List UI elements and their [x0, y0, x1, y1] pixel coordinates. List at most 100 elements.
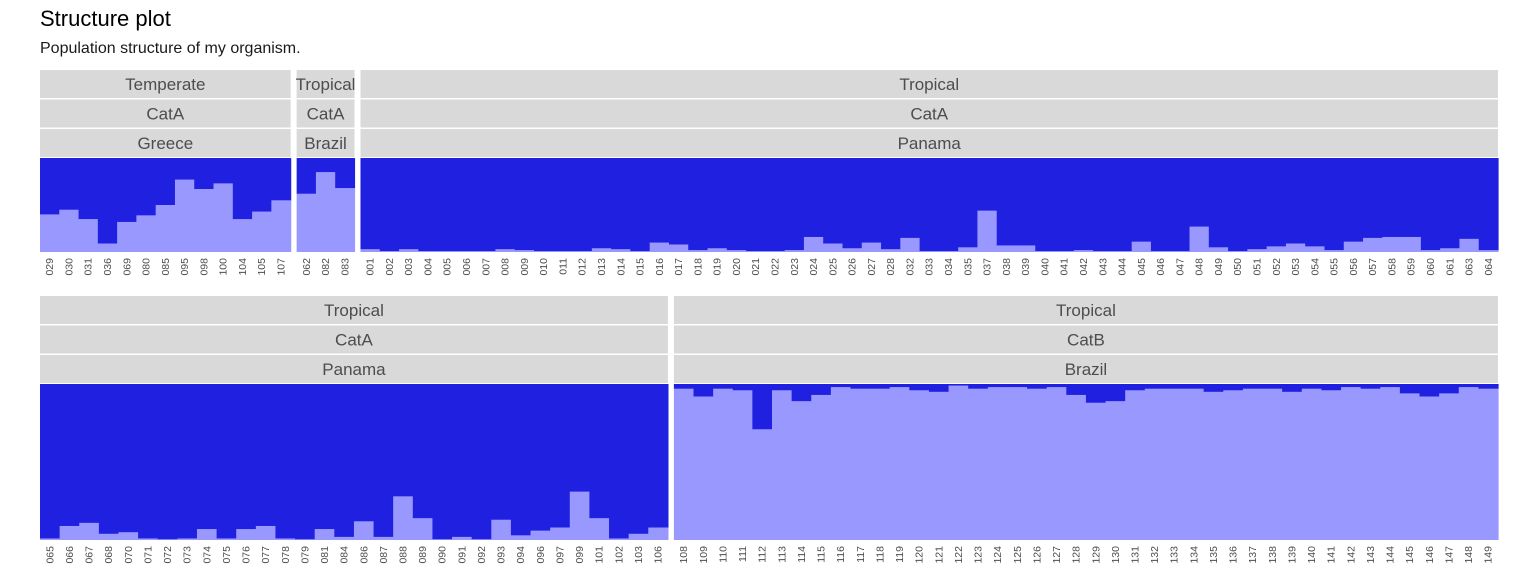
x-tick-label: 089 [417, 546, 429, 564]
bar-cluster-1 [534, 158, 554, 252]
bar-cluster-1 [1285, 158, 1306, 244]
bar-cluster-2 [1208, 247, 1229, 252]
bar-cluster-2 [1085, 402, 1107, 540]
bar-cluster-1 [1112, 158, 1133, 252]
bar-cluster-1 [900, 158, 921, 239]
facet-panel: Tropical CatA Brazil 062 082 083 [296, 70, 355, 276]
x-tick-label: 096 [535, 546, 547, 564]
bar-cluster-1 [823, 158, 844, 244]
bar-cluster-1 [850, 384, 871, 389]
bar-cluster-1 [275, 384, 296, 539]
bar-cluster-1 [1125, 384, 1146, 391]
bar-cluster-2 [1073, 250, 1094, 252]
bar-cluster-1 [746, 158, 766, 252]
bar-cluster-1 [40, 384, 61, 539]
facet-strip [296, 129, 355, 157]
bar-cluster-1 [118, 384, 139, 533]
bar-cluster-2 [1382, 236, 1403, 252]
bar-cluster-1 [909, 384, 930, 391]
x-tick-label: 102 [613, 546, 625, 564]
bar-cluster-1 [1189, 158, 1210, 227]
x-tick-label: 092 [476, 546, 488, 564]
bar-cluster-2 [1035, 251, 1056, 252]
x-tick-label: 015 [635, 258, 647, 276]
bar-cluster-1 [296, 158, 317, 195]
bar-cluster-1 [271, 158, 292, 201]
bar-cluster-2 [648, 527, 669, 540]
bar-cluster-1 [194, 158, 215, 190]
bar-cluster-2 [732, 390, 753, 540]
bar-cluster-1 [713, 384, 734, 389]
bar-cluster-2 [456, 251, 477, 252]
bar-cluster-2 [1285, 243, 1306, 252]
bar-cluster-1 [117, 158, 137, 223]
bar-cluster-1 [40, 158, 60, 215]
bar-cluster-2 [589, 518, 610, 540]
bar-cluster-1 [1382, 158, 1403, 238]
bar-cluster-2 [1016, 245, 1036, 252]
bar-cluster-1 [1420, 158, 1441, 251]
x-tick-label: 026 [847, 258, 859, 276]
chart-subtitle: Population structure of my organism. [40, 40, 301, 57]
bar-cluster-2 [236, 529, 257, 540]
x-tick-label: 069 [121, 258, 133, 276]
bar-cluster-2 [295, 539, 316, 540]
bar-cluster-1 [1343, 158, 1364, 242]
bar-cluster-2 [1439, 393, 1460, 540]
bar-cluster-1 [1208, 158, 1229, 248]
x-tick-label: 109 [698, 546, 710, 564]
x-tick-label: 014 [615, 258, 627, 276]
bar-cluster-1 [1363, 158, 1383, 239]
bar-cluster-1 [236, 384, 257, 530]
x-tick-label: 017 [673, 258, 685, 276]
bar-cluster-1 [1440, 158, 1461, 249]
x-tick-label: 055 [1329, 258, 1341, 276]
x-tick-label: 098 [198, 258, 210, 276]
bar-cluster-1 [938, 158, 959, 252]
bar-cluster-1 [1223, 384, 1244, 391]
x-tick-label: 047 [1174, 258, 1186, 276]
bar-cluster-2 [194, 189, 215, 252]
bar-cluster-2 [40, 214, 60, 252]
bar-cluster-1 [889, 384, 910, 388]
bar-cluster-1 [155, 158, 176, 206]
x-tick-label: 095 [179, 258, 191, 276]
x-tick-label: 043 [1097, 258, 1109, 276]
bar-cluster-1 [353, 384, 375, 522]
bar-cluster-1 [803, 158, 824, 238]
bar-cluster-1 [1105, 384, 1126, 402]
bar-cluster-2 [177, 538, 198, 540]
bar-cluster-2 [155, 205, 176, 252]
x-tick-label: 002 [384, 258, 396, 276]
bar-cluster-2 [78, 219, 99, 252]
bar-cluster-2 [752, 429, 773, 540]
bar-cluster-1 [510, 384, 532, 536]
x-tick-label: 042 [1078, 258, 1090, 276]
bar-cluster-1 [1321, 384, 1342, 391]
bar-cluster-1 [514, 158, 535, 251]
bar-cluster-2 [630, 251, 651, 252]
bar-cluster-1 [1184, 384, 1205, 389]
bar-cluster-2 [314, 529, 335, 540]
x-tick-label: 115 [816, 546, 828, 563]
x-tick-label: 130 [1110, 546, 1122, 564]
x-tick-label: 143 [1365, 546, 1377, 564]
bar-cluster-1 [550, 384, 571, 528]
bar-cluster-2 [1458, 387, 1479, 540]
bar-cluster-1 [673, 384, 695, 389]
bar-cluster-2 [373, 536, 394, 540]
x-tick-label: 071 [142, 546, 154, 564]
x-tick-label: 075 [221, 546, 233, 564]
x-tick-label: 057 [1367, 258, 1379, 276]
bar-cluster-1 [589, 384, 610, 519]
bar-cluster-2 [791, 401, 812, 540]
bar-cluster-1 [791, 384, 812, 402]
facet-strip [673, 325, 1498, 354]
x-tick-label: 103 [633, 546, 645, 564]
x-tick-label: 085 [160, 258, 172, 276]
x-tick-label: 135 [1208, 546, 1220, 564]
bar-cluster-2 [713, 388, 734, 540]
chart-title: Structure plot [40, 6, 171, 31]
bar-cluster-1 [881, 158, 901, 250]
